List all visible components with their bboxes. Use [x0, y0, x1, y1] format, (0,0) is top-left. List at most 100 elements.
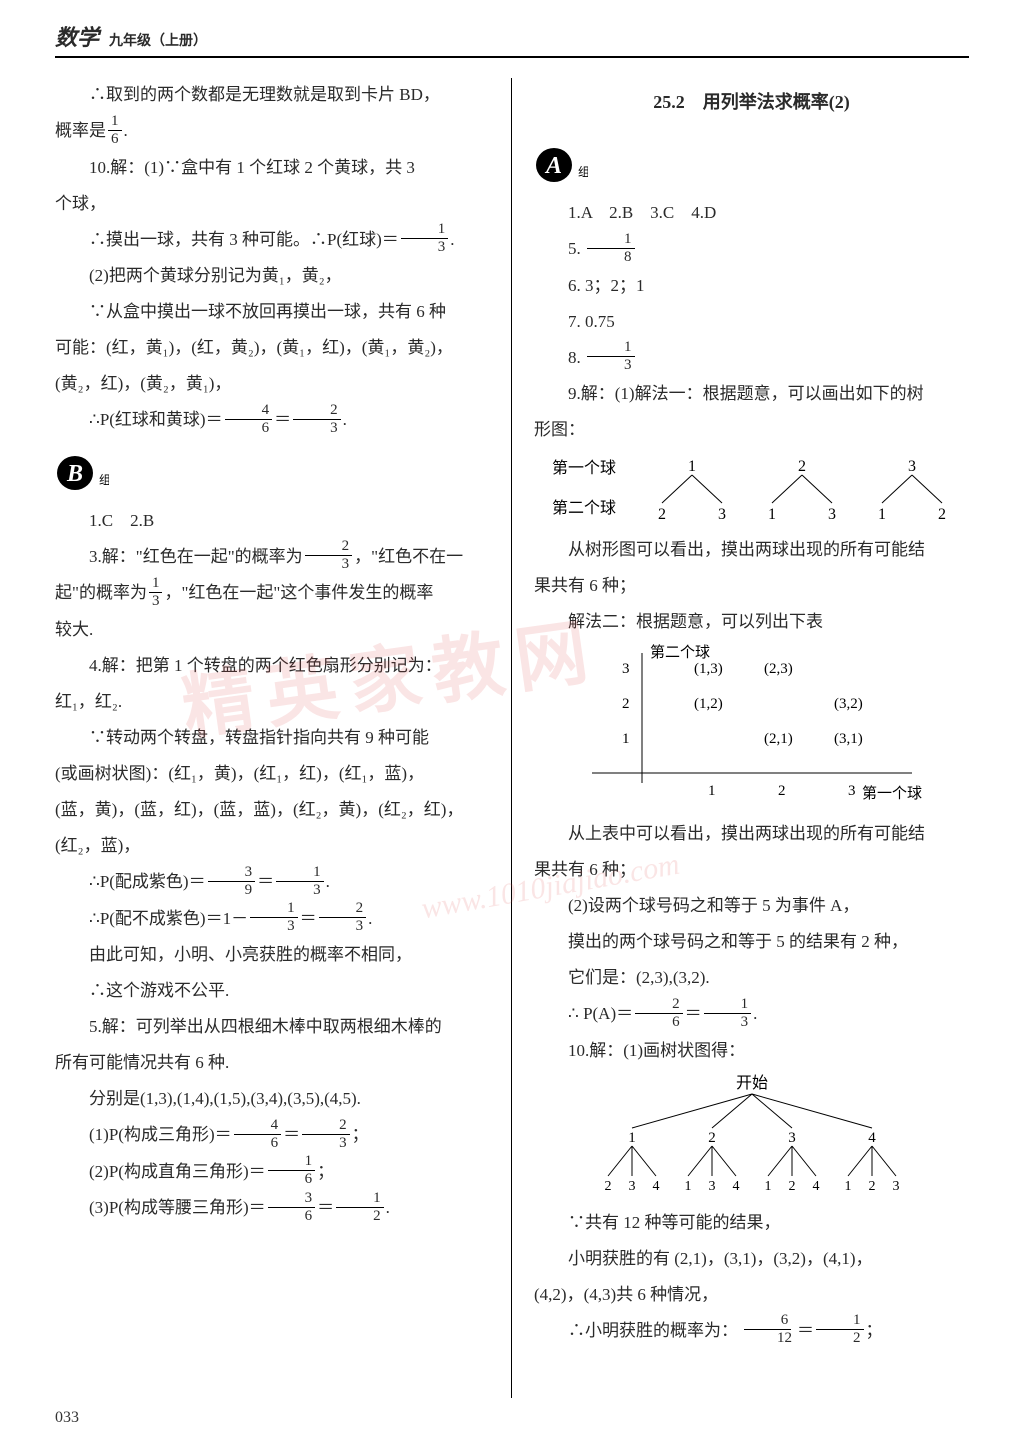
fraction: 13 [401, 222, 449, 255]
text-line: 所有可能情况共有 6 种. [55, 1046, 489, 1080]
svg-text:4: 4 [732, 1179, 739, 1194]
text-line: ∵共有 12 种等可能的结果， [534, 1206, 969, 1240]
fraction: 13 [250, 901, 298, 934]
svg-text:1: 1 [764, 1179, 771, 1194]
answer-row: 1.A 2.B 3.C 4.D [534, 196, 969, 230]
text-line: (黄₂，红)，(黄₂，黄₁)， [55, 367, 489, 401]
svg-text:2: 2 [938, 506, 946, 523]
group-b-badge: B 组 [55, 454, 109, 492]
svg-text:2: 2 [868, 1179, 875, 1194]
fraction: 39 [208, 865, 256, 898]
fraction: 26 [635, 997, 683, 1030]
svg-text:第二个球: 第二个球 [650, 643, 710, 661]
text-line: 果共有 6 种； [534, 569, 969, 603]
coordinate-table: 第二个球第一个球321123(1,3)(2,3)(1,2)(3,2)(2,1)(… [552, 643, 952, 813]
svg-text:3: 3 [628, 1179, 635, 1194]
text-line: 3.解："红色在一起"的概率为23，"红色不在一 [55, 540, 489, 575]
badge-icon: B 组 [55, 454, 109, 492]
text-line: (红₂，蓝)， [55, 829, 489, 863]
text-line: ∴P(红球和黄球)＝46＝23. [55, 403, 489, 438]
text-line: 从上表中可以看出，摸出两球出现的所有可能结 [534, 817, 969, 851]
tree-diagram-2: 开始1234213431244123 [552, 1072, 952, 1202]
svg-text:(1,3): (1,3) [694, 661, 723, 677]
svg-text:4: 4 [868, 1130, 876, 1146]
text-line: 由此可知，小明、小亮获胜的概率不相同， [55, 938, 489, 972]
text-line: ∴P(配不成紫色)＝1－13＝23. [55, 902, 489, 937]
svg-text:组: 组 [578, 165, 588, 179]
svg-text:4: 4 [812, 1179, 819, 1194]
tree-diagram-1: 第一个球 第二个球 123213312 [542, 451, 962, 529]
fraction: 18 [587, 232, 635, 265]
text-line: (1)P(构成三角形)＝46＝23； [55, 1118, 489, 1153]
svg-text:3: 3 [718, 506, 726, 523]
text-line: 10.解：(1)∵盒中有 1 个红球 2 个黄球，共 3 [55, 151, 489, 185]
text-line: 解法二：根据题意，可以列出下表 [534, 605, 969, 639]
text-line: 5.解：可列举出从四根细木棒中取两根细木棒的 [55, 1010, 489, 1044]
text-line: ∵转动两个转盘，转盘指针指向共有 9 种可能 [55, 721, 489, 755]
text-line: 9.解：(1)解法一：根据题意，可以画出如下的树 [534, 377, 969, 411]
fraction: 13 [149, 576, 163, 609]
text-line: 红₁，红₂. [55, 685, 489, 719]
svg-text:2: 2 [798, 458, 806, 475]
text-line: 从树形图可以看出，摸出两球出现的所有可能结 [534, 533, 969, 567]
subject-title: 数学 [55, 20, 99, 52]
svg-text:组: 组 [99, 473, 109, 487]
svg-text:2: 2 [622, 696, 630, 712]
svg-text:4: 4 [652, 1179, 659, 1194]
fraction: 16 [268, 1154, 316, 1187]
svg-text:1: 1 [878, 506, 886, 523]
svg-text:第一个球: 第一个球 [552, 459, 616, 477]
svg-text:3: 3 [622, 661, 630, 677]
svg-text:第二个球: 第二个球 [552, 499, 616, 517]
svg-text:2: 2 [658, 506, 666, 523]
text-line: ∴取到的两个数都是无理数就是取到卡片 BD， [55, 78, 489, 112]
svg-text:3: 3 [708, 1179, 715, 1194]
two-column-layout: ∴取到的两个数都是无理数就是取到卡片 BD， 概率是16. 10.解：(1)∵盒… [55, 78, 969, 1398]
fraction: 12 [816, 1313, 864, 1346]
text-line: 果共有 6 种； [534, 853, 969, 887]
svg-text:(3,2): (3,2) [834, 696, 863, 712]
text-line: 4.解：把第 1 个转盘的两个红色扇形分别记为： [55, 649, 489, 683]
page-header: 数学 九年级（上册） [55, 20, 969, 58]
section-title: 25.2 用列举法求概率(2) [534, 84, 969, 120]
right-column: 25.2 用列举法求概率(2) A 组 1.A 2.B 3.C 4.D 5. 1… [512, 78, 969, 1398]
text-line: 概率是16. [55, 114, 489, 149]
svg-text:开始: 开始 [735, 1074, 767, 1092]
fraction: 46 [234, 1118, 282, 1151]
fraction: 23 [302, 1118, 350, 1151]
fraction: 13 [276, 865, 324, 898]
text-line: 可能：(红，黄₁)，(红，黄₂)，(黄₁，红)，(黄₁，黄₂)， [55, 331, 489, 365]
page-number: 033 [55, 1409, 79, 1427]
svg-text:2: 2 [604, 1179, 611, 1194]
text-line: (3)P(构成等腰三角形)＝36＝12. [55, 1191, 489, 1226]
svg-text:2: 2 [778, 783, 786, 799]
text-line: (蓝，黄)，(蓝，红)，(蓝，蓝)，(红₂，黄)，(红₂，红)， [55, 793, 489, 827]
text-line: ∴小明获胜的概率为：612＝12； [534, 1314, 969, 1349]
svg-text:(3,1): (3,1) [834, 731, 863, 747]
text-line: ∴摸出一球，共有 3 种可能。∴P(红球)＝13. [55, 223, 489, 258]
svg-text:1: 1 [844, 1179, 851, 1194]
text-line: 10.解：(1)画树状图得： [534, 1034, 969, 1068]
text-line: 分别是(1,3),(1,4),(1,5),(3,4),(3,5),(4,5). [55, 1082, 489, 1116]
answer-row: 1.C 2.B [55, 504, 489, 538]
svg-text:(2,3): (2,3) [764, 661, 793, 677]
svg-text:(1,2): (1,2) [694, 696, 723, 712]
text-line: ∴这个游戏不公平. [55, 974, 489, 1008]
text-line: ∵从盒中摸出一球不放回再摸出一球，共有 6 种 [55, 295, 489, 329]
svg-text:A: A [544, 153, 562, 179]
svg-text:2: 2 [708, 1130, 716, 1146]
svg-text:3: 3 [848, 783, 856, 799]
svg-text:3: 3 [908, 458, 916, 475]
svg-text:1: 1 [688, 458, 696, 475]
svg-text:1: 1 [708, 783, 716, 799]
text-line: (2)把两个黄球分别记为黄₁，黄₂， [55, 259, 489, 293]
text-line: (或画树状图)：(红₁，黄)，(红₁，红)，(红₁，蓝)， [55, 757, 489, 791]
svg-text:3: 3 [788, 1130, 796, 1146]
text-line: (2)P(构成直角三角形)＝16； [55, 1155, 489, 1190]
left-column: ∴取到的两个数都是无理数就是取到卡片 BD， 概率是16. 10.解：(1)∵盒… [55, 78, 512, 1398]
fraction: 16 [108, 114, 122, 147]
text-line: 起"的概率为13，"红色在一起"这个事件发生的概率 [55, 576, 489, 611]
svg-text:第一个球: 第一个球 [862, 784, 922, 802]
fraction: 23 [305, 539, 353, 572]
fraction: 46 [225, 403, 273, 436]
